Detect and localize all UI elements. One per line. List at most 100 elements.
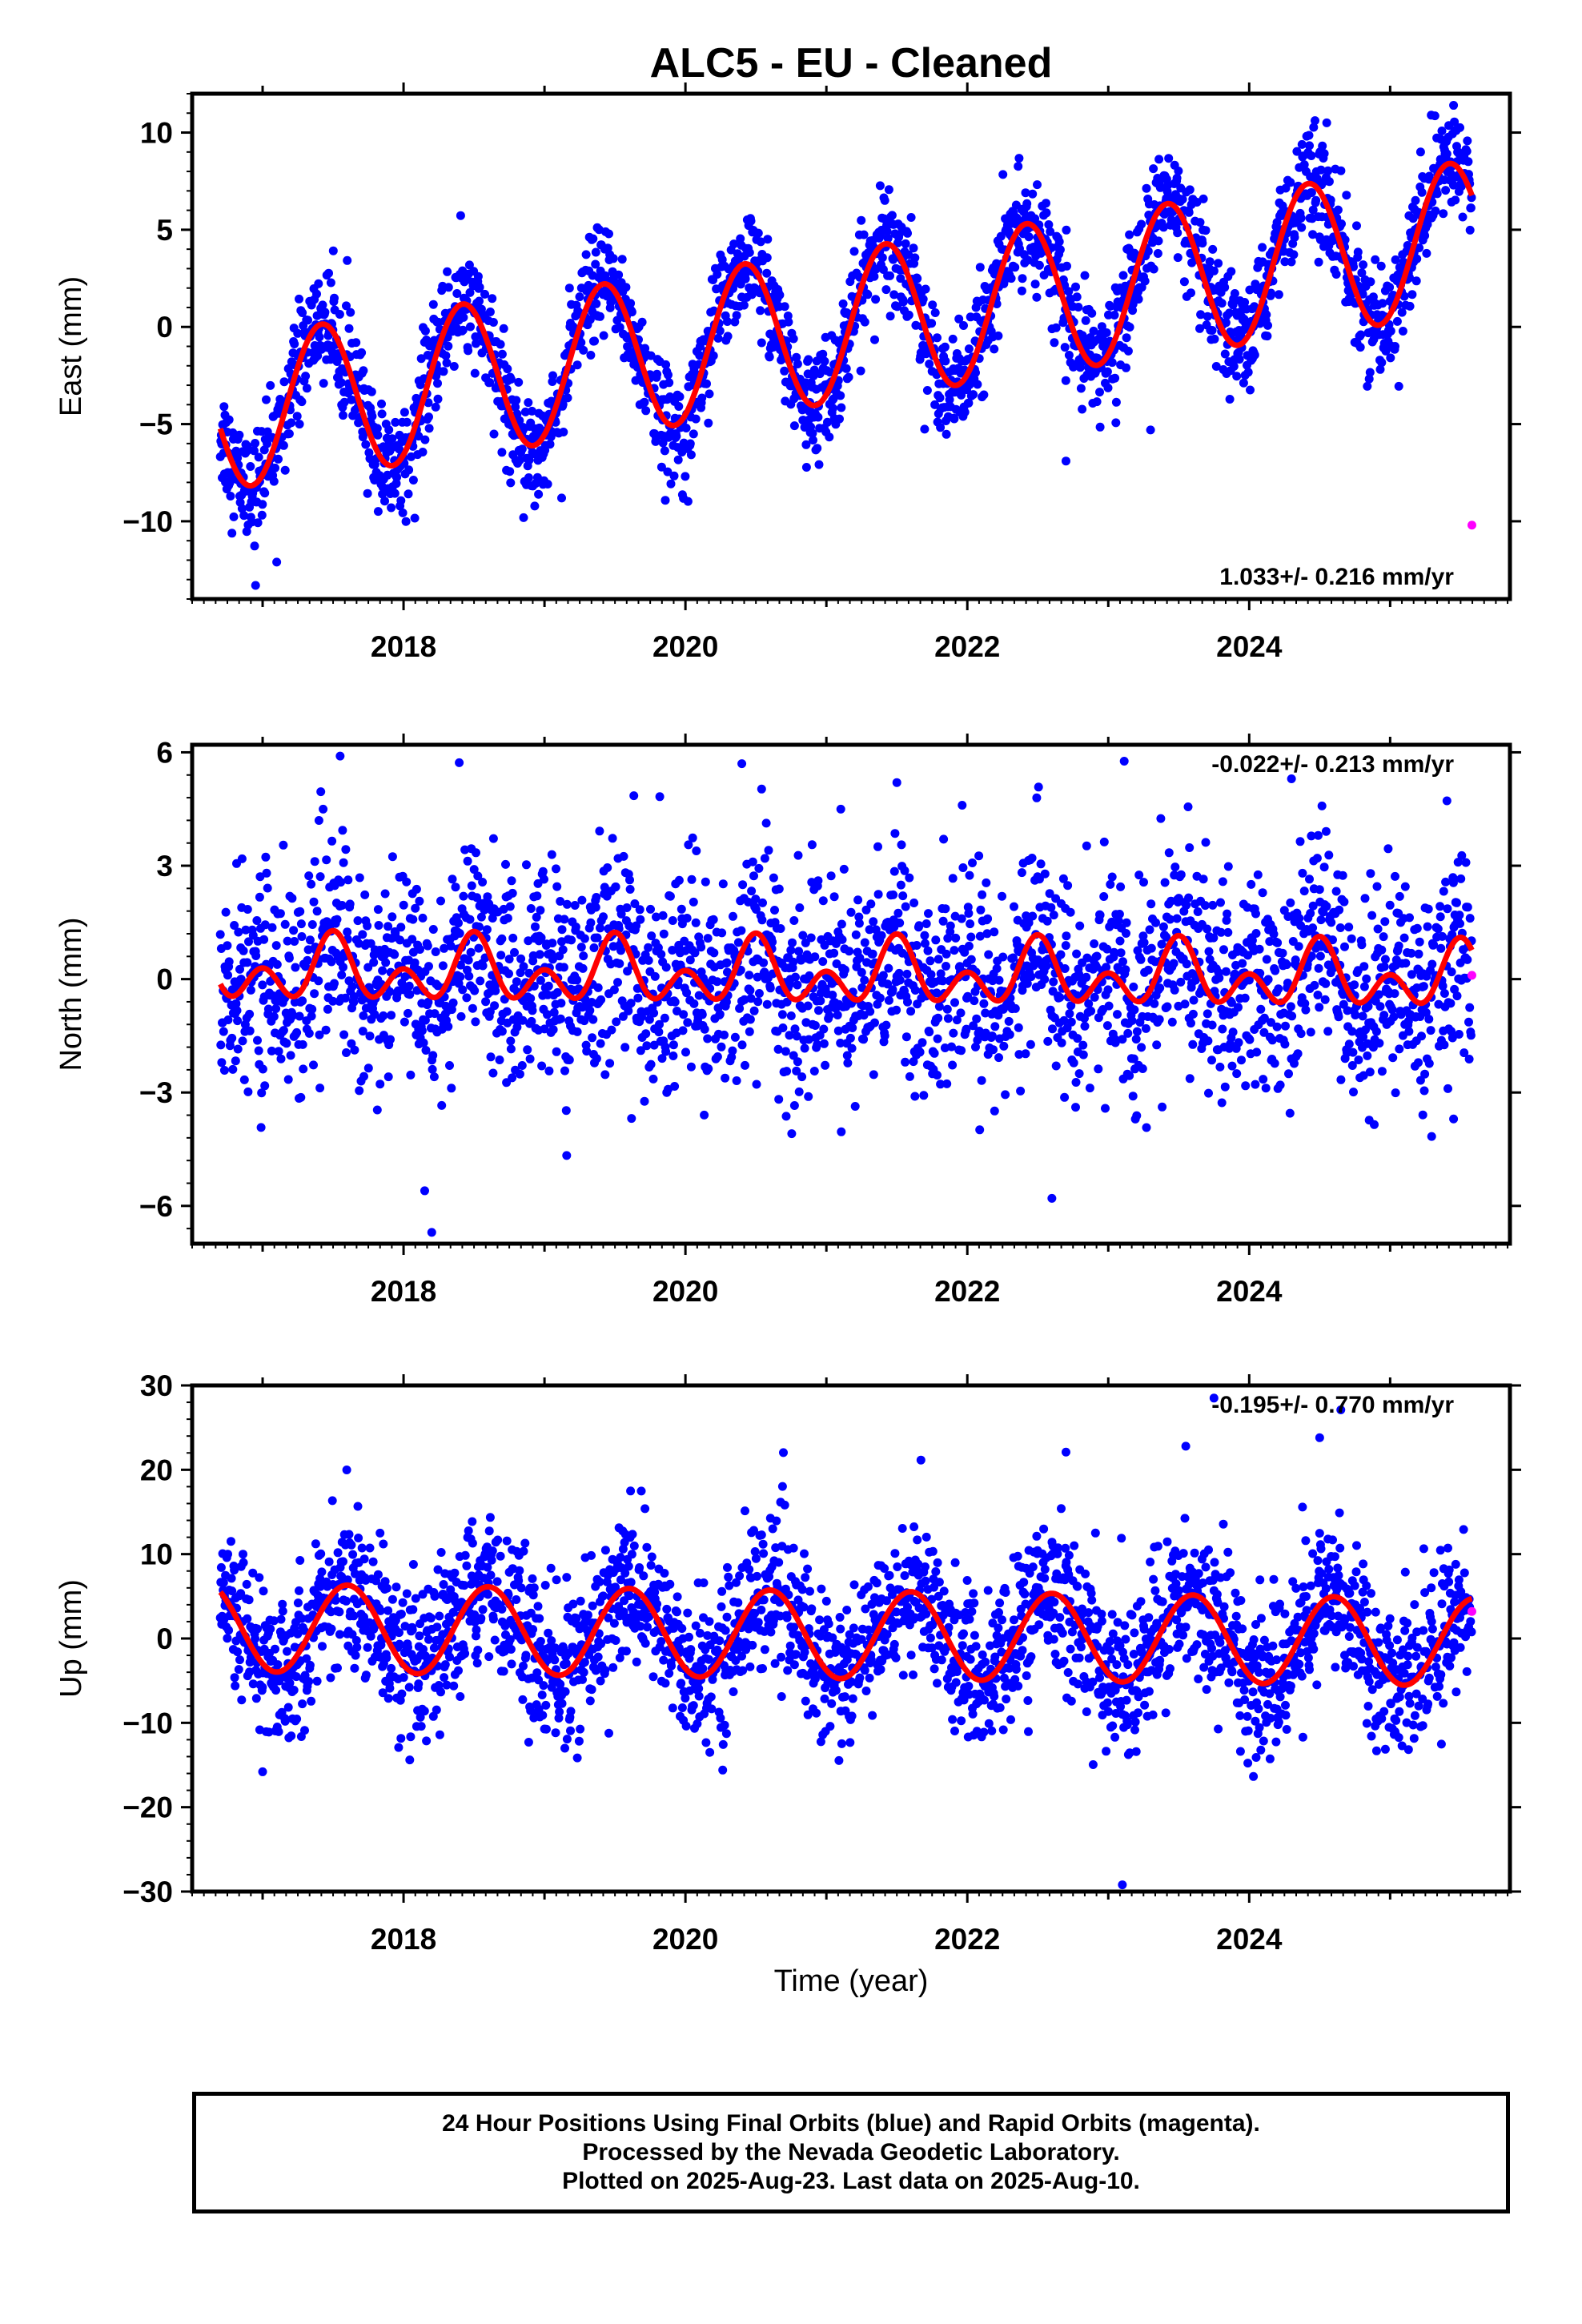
east-data-point xyxy=(898,297,908,307)
north-data-point xyxy=(1343,1006,1352,1015)
east-data-point xyxy=(408,476,418,485)
north-data-point xyxy=(910,1092,920,1101)
north-data-point xyxy=(704,1064,713,1073)
north-data-point xyxy=(243,905,252,914)
north-data-point xyxy=(616,946,625,955)
north-data-point xyxy=(359,1072,368,1081)
north-data-point xyxy=(1395,891,1404,901)
north-data-point xyxy=(829,948,839,958)
east-data-point xyxy=(1054,237,1064,247)
north-data-point xyxy=(1082,972,1091,982)
east-data-point xyxy=(697,393,707,403)
east-data-point xyxy=(1355,343,1365,352)
north-data-point xyxy=(697,943,706,952)
north-data-point xyxy=(1082,841,1091,850)
east-data-point xyxy=(357,348,367,357)
east-data-point xyxy=(1110,311,1119,320)
north-data-point xyxy=(1060,964,1070,973)
north-data-point xyxy=(774,1095,784,1104)
north-data-point xyxy=(640,1096,649,1106)
north-data-point xyxy=(691,918,701,927)
north-data-point xyxy=(1169,959,1178,968)
east-data-point xyxy=(395,444,404,454)
north-data-point xyxy=(459,891,468,901)
north-data-point xyxy=(791,972,800,982)
east-data-point xyxy=(841,364,851,373)
north-data-point xyxy=(1395,1044,1404,1054)
north-data-point xyxy=(1046,903,1056,912)
east-data-point xyxy=(488,318,498,327)
north-data-point xyxy=(1185,843,1195,852)
north-data-point xyxy=(900,866,909,875)
north-data-point xyxy=(930,1048,939,1058)
north-data-point xyxy=(462,993,472,1003)
north-data-point xyxy=(328,996,338,1006)
north-data-point xyxy=(642,1041,652,1051)
north-data-point xyxy=(518,1015,528,1025)
north-data-point xyxy=(1099,837,1109,846)
east-data-point xyxy=(801,440,811,449)
east-data-point xyxy=(1381,346,1391,356)
north-data-point xyxy=(905,1072,914,1081)
north-data-point xyxy=(1146,899,1156,909)
north-data-point xyxy=(1027,854,1037,862)
north-data-point xyxy=(758,898,767,907)
east-data-point xyxy=(920,424,930,434)
east-data-point xyxy=(1368,292,1378,302)
north-data-point xyxy=(703,1034,713,1043)
north-data-point xyxy=(921,939,930,948)
north-data-point xyxy=(912,941,921,950)
east-data-point xyxy=(1464,157,1473,167)
north-data-point xyxy=(926,970,936,979)
north-data-point xyxy=(280,919,290,929)
north-data-point xyxy=(596,995,606,1004)
east-data-point xyxy=(548,371,557,380)
north-data-point xyxy=(245,1009,255,1019)
east-data-point xyxy=(262,395,271,404)
north-data-point xyxy=(787,1129,797,1139)
north-data-point xyxy=(942,1079,952,1088)
north-data-point xyxy=(592,893,601,902)
north-data-point xyxy=(561,1106,571,1116)
east-data-point xyxy=(1221,318,1231,328)
north-data-point xyxy=(383,922,393,931)
north-data-point xyxy=(540,1024,549,1034)
east-data-point xyxy=(1331,270,1341,279)
east-outlier-point xyxy=(1061,456,1070,466)
east-data-point xyxy=(559,428,568,436)
north-data-point xyxy=(608,834,617,843)
north-data-point xyxy=(969,1021,978,1031)
east-data-point xyxy=(836,391,845,400)
east-data-point xyxy=(284,429,294,439)
east-data-point xyxy=(1201,226,1211,235)
north-data-point xyxy=(754,863,764,873)
east-data-point xyxy=(896,274,905,283)
north-data-point xyxy=(548,955,557,964)
east-data-point xyxy=(1071,282,1080,292)
north-data-point xyxy=(1227,1061,1237,1071)
east-data-point xyxy=(280,465,290,475)
east-x-tick-label: 2022 xyxy=(934,630,1000,663)
north-data-point xyxy=(274,1047,283,1056)
north-data-point xyxy=(1136,955,1146,964)
east-data-point xyxy=(497,349,507,359)
east-data-point xyxy=(762,268,772,278)
north-data-point xyxy=(825,1011,834,1020)
north-data-point xyxy=(768,937,777,947)
east-data-point xyxy=(224,415,234,424)
north-data-point xyxy=(558,945,568,955)
east-data-point xyxy=(973,380,982,389)
north-data-point xyxy=(804,1092,813,1101)
east-data-point xyxy=(1263,320,1272,330)
north-data-point xyxy=(421,1046,431,1055)
north-data-point xyxy=(1280,1039,1290,1049)
east-data-point xyxy=(318,300,327,310)
east-data-point xyxy=(658,438,668,448)
east-data-point xyxy=(431,402,440,412)
east-data-point xyxy=(470,368,480,378)
north-data-point xyxy=(1106,879,1115,889)
north-data-point xyxy=(507,876,516,886)
east-data-point xyxy=(626,299,636,308)
north-data-point xyxy=(871,925,881,935)
